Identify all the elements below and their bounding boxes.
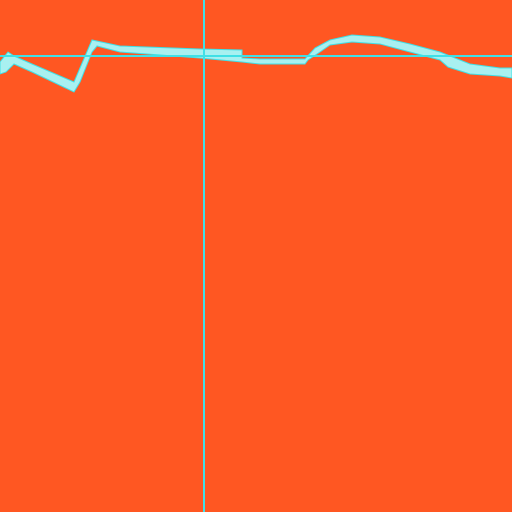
trace-band bbox=[0, 34, 512, 93]
